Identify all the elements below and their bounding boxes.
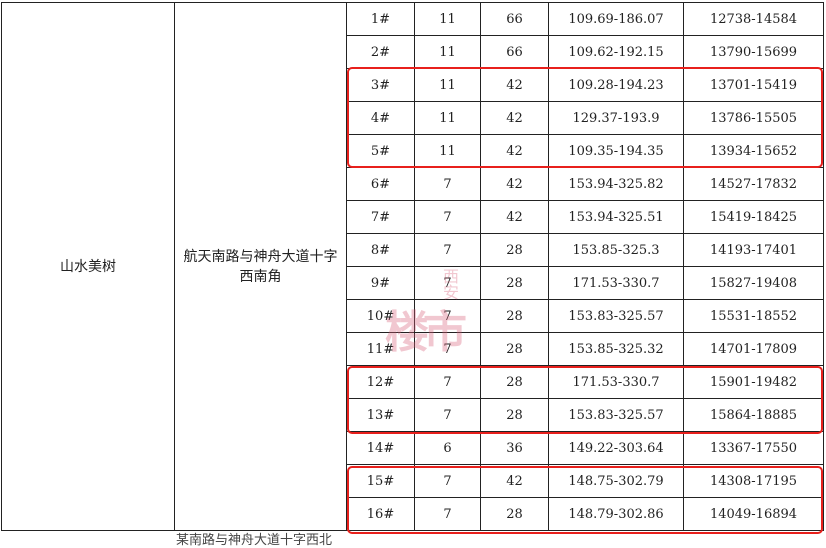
units-cell: 28 (480, 398, 549, 432)
area-cell: 153.83-325.57 (548, 398, 684, 432)
floors-cell: 7 (414, 200, 481, 234)
price-table: 山水美树 航天南路与神舟大道十字西南角 1# 11 66 109.69-186.07 127… (1, 2, 824, 531)
floors-cell: 11 (414, 101, 481, 135)
floors-cell: 6 (414, 431, 481, 465)
units-cell: 28 (480, 332, 549, 366)
table-row: 7# 7 42 153.94-325.51 15419-18425 (2, 200, 824, 234)
building-cell: 5# (346, 134, 415, 168)
project-name-cell: 山水美树 (1, 2, 175, 531)
building-cell: 14# (346, 431, 415, 465)
area-cell: 149.22-303.64 (548, 431, 684, 465)
units-cell: 28 (480, 497, 549, 531)
units-cell: 42 (480, 134, 549, 168)
units-cell: 42 (480, 200, 549, 234)
price-cell: 15531-18552 (683, 299, 824, 333)
table-row: 8# 7 28 153.85-325.3 14193-17401 (2, 233, 824, 267)
units-cell: 28 (480, 266, 549, 300)
units-cell: 28 (480, 233, 549, 267)
table-row: 16# 7 28 148.79-302.86 14049-16894 (2, 497, 824, 531)
building-cell: 6# (346, 167, 415, 201)
building-cell: 10# (346, 299, 415, 333)
building-cell: 15# (346, 464, 415, 498)
area-cell: 109.69-186.07 (548, 2, 684, 36)
floors-cell: 7 (414, 167, 481, 201)
price-cell: 15419-18425 (683, 200, 824, 234)
price-cell: 15901-19482 (683, 365, 824, 399)
price-cell: 14701-17809 (683, 332, 824, 366)
units-cell: 28 (480, 299, 549, 333)
area-cell: 148.79-302.86 (548, 497, 684, 531)
building-cell: 16# (346, 497, 415, 531)
area-cell: 148.75-302.79 (548, 464, 684, 498)
price-cell: 13367-17550 (683, 431, 824, 465)
floors-cell: 11 (414, 68, 481, 102)
area-cell: 153.85-325.3 (548, 233, 684, 267)
floors-cell: 7 (414, 464, 481, 498)
area-cell: 153.85-325.32 (548, 332, 684, 366)
area-cell: 171.53-330.7 (548, 266, 684, 300)
building-cell: 9# (346, 266, 415, 300)
price-cell: 13790-15699 (683, 35, 824, 69)
floors-cell: 11 (414, 134, 481, 168)
table-row: 山水美树 航天南路与神舟大道十字西南角 1# 11 66 109.69-186.07 127… (1, 2, 824, 531)
floors-cell: 7 (414, 497, 481, 531)
floors-cell: 11 (414, 2, 481, 36)
units-cell: 42 (480, 167, 549, 201)
price-cell: 14308-17195 (683, 464, 824, 498)
building-cell: 12# (346, 365, 415, 399)
units-cell: 42 (480, 101, 549, 135)
building-cell: 11# (346, 332, 415, 366)
table-row: 5# 11 42 109.35-194.35 13934-15652 (2, 134, 824, 168)
units-cell: 28 (480, 365, 549, 399)
area-cell: 109.35-194.35 (548, 134, 684, 168)
price-cell: 14049-16894 (683, 497, 824, 531)
floors-cell: 7 (414, 233, 481, 267)
units-cell: 42 (480, 68, 549, 102)
building-cell: 3# (346, 68, 415, 102)
price-cell: 13786-15505 (683, 101, 824, 135)
area-cell: 109.62-192.15 (548, 35, 684, 69)
units-cell: 66 (480, 35, 549, 69)
area-cell: 153.94-325.82 (548, 167, 684, 201)
area-cell: 129.37-193.9 (548, 101, 684, 135)
floors-cell: 7 (414, 398, 481, 432)
floors-cell: 7 (414, 299, 481, 333)
area-cell: 171.53-330.7 (548, 365, 684, 399)
building-cell: 8# (346, 233, 415, 267)
price-cell: 13934-15652 (683, 134, 824, 168)
table-row: 12# 7 28 171.53-330.7 15901-19482 (2, 365, 824, 399)
units-cell: 66 (480, 2, 549, 36)
table-row: 9# 7 28 171.53-330.7 15827-19408 (2, 266, 824, 300)
area-cell: 153.83-325.57 (548, 299, 684, 333)
building-cell: 13# (346, 398, 415, 432)
floors-cell: 11 (414, 35, 481, 69)
table-row: 3# 11 42 109.28-194.23 13701-15419 (2, 68, 824, 102)
table-row: 10# 7 28 153.83-325.57 15531-18552 (2, 299, 824, 333)
building-cell: 1# (346, 2, 415, 36)
building-cell: 4# (346, 101, 415, 135)
units-cell: 42 (480, 464, 549, 498)
floors-cell: 7 (414, 332, 481, 366)
table-row: 2# 11 66 109.62-192.15 13790-15699 (2, 35, 824, 69)
next-row-location-partial: 某南路与神舟大道十字西北 (176, 533, 333, 548)
price-cell: 15864-18885 (683, 398, 824, 432)
price-cell: 13701-15419 (683, 68, 824, 102)
building-cell: 7# (346, 200, 415, 234)
units-cell: 36 (480, 431, 549, 465)
building-cell: 2# (346, 35, 415, 69)
floors-cell: 7 (414, 365, 481, 399)
price-cell: 14193-17401 (683, 233, 824, 267)
area-cell: 109.28-194.23 (548, 68, 684, 102)
table-row: 15# 7 42 148.75-302.79 14308-17195 (2, 464, 824, 498)
location-cell: 航天南路与神舟大道十字西南角 (174, 2, 347, 531)
floors-cell: 7 (414, 266, 481, 300)
price-cell: 12738-14584 (683, 2, 824, 36)
area-cell: 153.94-325.51 (548, 200, 684, 234)
table-row: 13# 7 28 153.83-325.57 15864-18885 (2, 398, 824, 432)
price-cell: 14527-17832 (683, 167, 824, 201)
table-row: 4# 11 42 129.37-193.9 13786-15505 (2, 101, 824, 135)
price-cell: 15827-19408 (683, 266, 824, 300)
